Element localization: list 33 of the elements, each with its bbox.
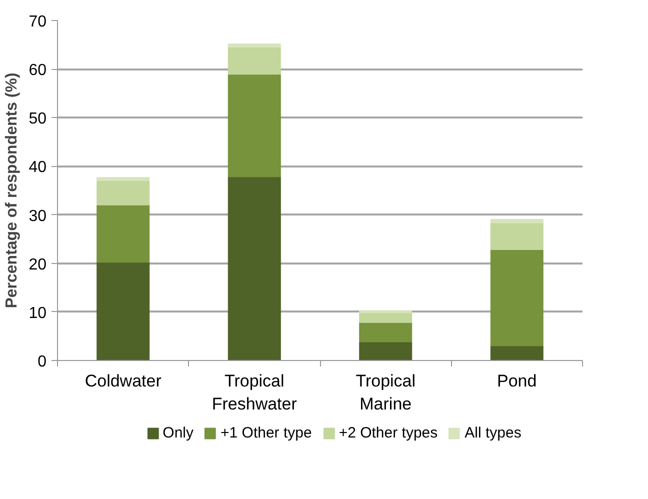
y-tick-label: 10	[28, 304, 47, 322]
y-tick-label: 50	[28, 110, 47, 128]
y-axis-title: Percentage of respondents (%)	[4, 72, 21, 308]
bar	[228, 74, 281, 178]
x-tick-label: Coldwater	[84, 372, 162, 390]
legend-label: All types	[464, 424, 522, 442]
x-tick-label: Tropical Freshwater	[212, 372, 298, 414]
bar	[228, 176, 281, 360]
bar	[359, 312, 412, 323]
bar	[490, 222, 544, 250]
bar	[359, 342, 412, 360]
bar	[359, 310, 412, 314]
bar	[490, 346, 544, 360]
bar	[96, 204, 150, 263]
y-tick-label: 0	[38, 354, 47, 370]
y-tick-label: 20	[28, 256, 47, 274]
bar	[359, 322, 412, 342]
y-tick-label: 40	[28, 159, 47, 176]
legend-label: Only	[162, 424, 194, 442]
legend-label: +2 Other types	[338, 424, 438, 442]
x-tick-label: Tropical Marine	[356, 372, 416, 414]
bar	[96, 177, 150, 182]
bar	[228, 44, 281, 48]
legend-label: +1 Other type	[220, 424, 312, 442]
bar	[490, 218, 544, 224]
y-tick-label: 30	[28, 208, 47, 225]
y-tick-label: 60	[28, 62, 47, 80]
bar	[228, 46, 281, 75]
x-tick-label: Pond	[497, 372, 537, 390]
bar	[96, 262, 150, 360]
y-tick-label: 70	[28, 14, 47, 30]
bar	[96, 180, 150, 206]
bar	[490, 250, 544, 346]
